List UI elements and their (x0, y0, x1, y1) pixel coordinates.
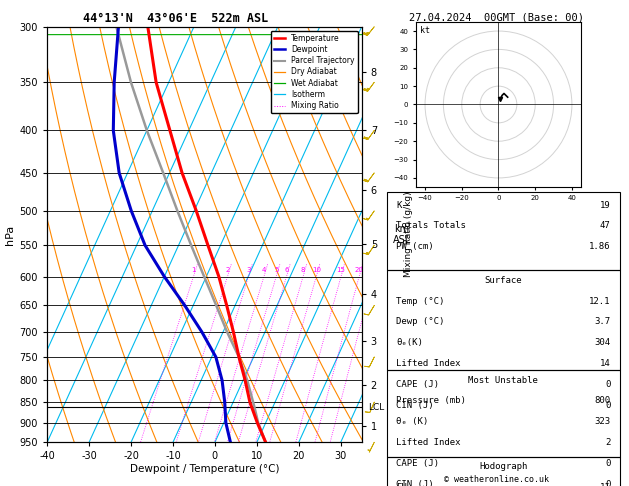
Bar (387, 456, 620, 486)
Text: θₑ (K): θₑ (K) (396, 417, 428, 426)
Text: 15: 15 (337, 267, 345, 273)
Text: Lifted Index: Lifted Index (396, 359, 460, 368)
Text: CAPE (J): CAPE (J) (396, 459, 439, 468)
Text: Most Unstable: Most Unstable (468, 376, 538, 384)
Text: Lifted Index: Lifted Index (396, 438, 460, 447)
Text: Totals Totals: Totals Totals (396, 222, 466, 230)
Text: 3: 3 (246, 267, 251, 273)
Text: CIN (J): CIN (J) (396, 401, 434, 410)
Text: 27.04.2024  00GMT (Base: 00): 27.04.2024 00GMT (Base: 00) (409, 12, 584, 22)
Text: CIN (J): CIN (J) (396, 480, 434, 486)
Text: 0: 0 (605, 480, 610, 486)
Bar (387, 270, 620, 370)
Text: 2: 2 (605, 438, 610, 447)
Text: K: K (396, 201, 401, 209)
Text: kt: kt (420, 26, 430, 35)
Text: EH: EH (396, 483, 407, 486)
Text: 800: 800 (594, 397, 610, 405)
Text: 0: 0 (605, 459, 610, 468)
Text: Hodograph: Hodograph (479, 462, 527, 471)
Text: 11: 11 (599, 483, 610, 486)
Y-axis label: hPa: hPa (6, 225, 15, 244)
Bar (387, 370, 620, 456)
Text: 5: 5 (274, 267, 279, 273)
Text: © weatheronline.co.uk: © weatheronline.co.uk (445, 474, 549, 484)
Text: PW (cm): PW (cm) (396, 243, 434, 251)
Text: 12.1: 12.1 (589, 296, 610, 306)
Text: 10: 10 (312, 267, 321, 273)
Text: Dewp (°C): Dewp (°C) (396, 317, 445, 327)
Text: 4: 4 (262, 267, 266, 273)
Text: LCL: LCL (369, 403, 385, 412)
Text: Mixing Ratio (g/kg): Mixing Ratio (g/kg) (404, 191, 413, 278)
Text: 0: 0 (605, 380, 610, 389)
Legend: Temperature, Dewpoint, Parcel Trajectory, Dry Adiabat, Wet Adiabat, Isotherm, Mi: Temperature, Dewpoint, Parcel Trajectory… (270, 31, 358, 113)
Text: 3.7: 3.7 (594, 317, 610, 327)
Text: 19: 19 (599, 201, 610, 209)
Text: 44°13'N  43°06'E  522m ASL: 44°13'N 43°06'E 522m ASL (84, 12, 269, 25)
Text: 304: 304 (594, 338, 610, 347)
Bar (387, 192, 620, 270)
Text: θₑ(K): θₑ(K) (396, 338, 423, 347)
X-axis label: Dewpoint / Temperature (°C): Dewpoint / Temperature (°C) (130, 464, 279, 474)
Text: CAPE (J): CAPE (J) (396, 380, 439, 389)
Text: 1: 1 (191, 267, 196, 273)
Text: Pressure (mb): Pressure (mb) (396, 397, 466, 405)
Text: 2: 2 (225, 267, 230, 273)
Text: 20: 20 (355, 267, 364, 273)
Text: 14: 14 (599, 359, 610, 368)
Text: 8: 8 (301, 267, 305, 273)
Text: Temp (°C): Temp (°C) (396, 296, 445, 306)
Text: Surface: Surface (484, 276, 522, 285)
Text: 6: 6 (284, 267, 289, 273)
Text: 0: 0 (605, 401, 610, 410)
Text: 47: 47 (599, 222, 610, 230)
Text: 323: 323 (594, 417, 610, 426)
Y-axis label: km
ASL: km ASL (393, 224, 411, 245)
Text: 1.86: 1.86 (589, 243, 610, 251)
